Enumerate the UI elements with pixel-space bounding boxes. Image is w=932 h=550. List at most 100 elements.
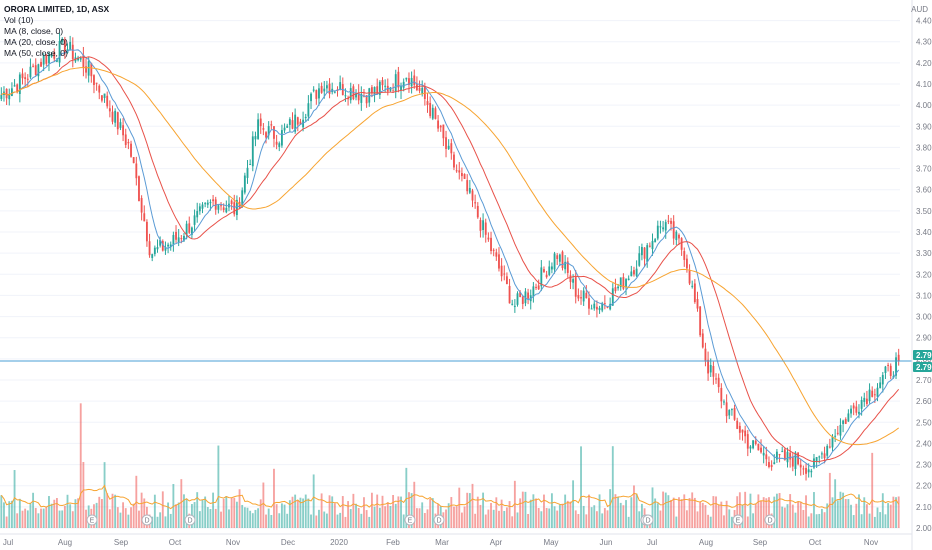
candle (185, 220, 188, 240)
volume-bar (471, 483, 474, 528)
candle (786, 447, 789, 468)
candle (95, 82, 98, 91)
candle (257, 113, 260, 140)
candle (143, 205, 146, 222)
volume-bar (619, 502, 622, 528)
moving-average-lines (1, 49, 900, 468)
candle (696, 291, 699, 312)
indicator-ma20[interactable]: MA (20, close, 0) (4, 37, 68, 47)
volume-bar (683, 494, 686, 528)
candle (887, 362, 890, 372)
volume-bar (789, 494, 792, 528)
volume-bar (249, 510, 252, 528)
volume-bar (42, 508, 45, 528)
volume-bar (802, 510, 805, 528)
event-marker-e[interactable]: E (404, 514, 416, 526)
candle (733, 404, 736, 421)
candle (799, 459, 802, 476)
volume-bar (760, 500, 762, 528)
volume-bar (95, 502, 98, 528)
volume-bar (757, 494, 760, 528)
candle (442, 124, 445, 147)
candle (283, 123, 286, 134)
volume-bar (675, 516, 678, 528)
volume-bar (617, 497, 620, 528)
candle (169, 241, 172, 251)
candle (791, 452, 794, 472)
candle (376, 78, 379, 95)
symbol-title[interactable]: ORORA LIMITED, 1D, ASX (4, 4, 110, 14)
event-marker-e[interactable]: E (86, 514, 98, 526)
volume-bar (625, 500, 627, 528)
candle (29, 58, 32, 79)
candle (757, 443, 760, 451)
volume-bar (8, 501, 11, 528)
volume-bar (868, 513, 871, 528)
candle (307, 95, 310, 121)
volume-bar (516, 512, 519, 528)
volume-bar (323, 511, 326, 528)
volume-bar (754, 503, 757, 528)
candle (744, 425, 747, 444)
indicator-ma8[interactable]: MA (8, close, 0) (4, 26, 64, 36)
indicator-volume[interactable]: Vol (10) (4, 15, 34, 25)
volume-bar (185, 498, 188, 528)
volume-bar (717, 505, 720, 528)
volume-bar (466, 492, 469, 528)
price-tick-label: 2.20 (916, 482, 932, 491)
volume-bar (58, 510, 61, 528)
volume-bar (590, 507, 593, 528)
event-marker-d[interactable]: D (642, 514, 654, 526)
candle (270, 120, 273, 130)
volume-bar (603, 508, 606, 528)
volume-bar (357, 507, 360, 528)
volume-bar (593, 505, 596, 528)
price-tick-label: 3.90 (916, 122, 932, 131)
volume-bar (103, 462, 106, 528)
volume-bar (405, 467, 408, 528)
candle (296, 116, 299, 132)
candle (479, 217, 482, 238)
candle (640, 243, 643, 261)
volume-bar (325, 513, 328, 528)
event-marker-d[interactable]: D (141, 514, 153, 526)
event-marker-d[interactable]: D (764, 514, 776, 526)
candle (513, 299, 516, 313)
event-marker-e[interactable]: E (732, 514, 744, 526)
candle (320, 82, 323, 94)
volume-bar (122, 502, 125, 528)
candle (204, 202, 207, 208)
volume-bar (818, 513, 821, 528)
candle (691, 280, 694, 289)
candle (341, 77, 344, 96)
volume-bar (521, 491, 524, 528)
candle (508, 278, 511, 304)
volume-bar (318, 509, 320, 528)
candle (5, 88, 8, 106)
time-tick-label: Mar (435, 538, 449, 547)
volume-bar (3, 502, 5, 528)
candle (667, 214, 670, 225)
volume-bar (164, 516, 167, 528)
candle (310, 92, 312, 110)
volume-bar (423, 512, 426, 528)
candle (87, 57, 90, 83)
indicator-ma50[interactable]: MA (50, close, 0) (4, 48, 68, 58)
candle (34, 58, 37, 76)
volume-bar (662, 491, 665, 528)
volume-bar (543, 494, 545, 528)
event-marker-d[interactable]: D (433, 514, 445, 526)
volume-bar (572, 480, 575, 528)
event-marker-d[interactable]: D (184, 514, 196, 526)
candle (463, 173, 466, 179)
volume-bar (307, 498, 310, 528)
volume-bar (310, 514, 312, 528)
volume-bar (730, 516, 733, 528)
candle (527, 288, 530, 305)
volume-bar (106, 493, 109, 528)
candle (498, 247, 500, 272)
volume-bar (707, 514, 710, 528)
volume-bar (45, 506, 48, 528)
volume-bar (656, 503, 659, 528)
